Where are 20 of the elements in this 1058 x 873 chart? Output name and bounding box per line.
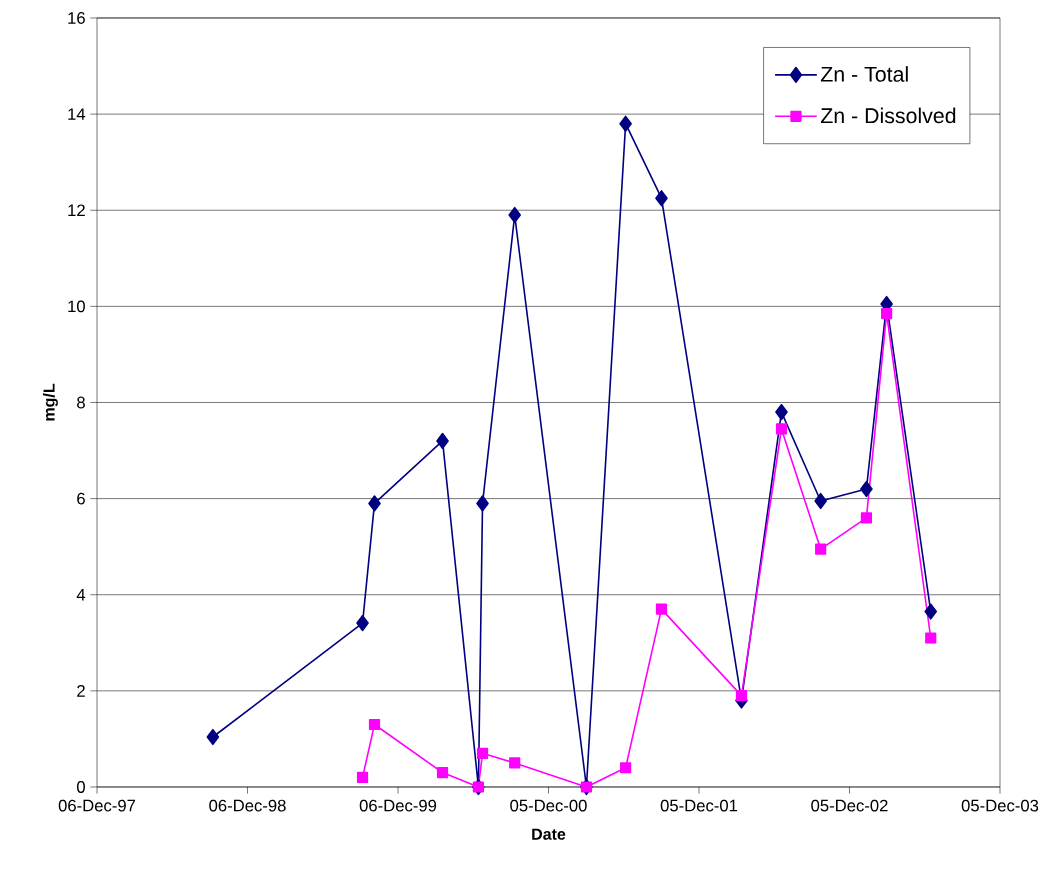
y-tick-label: 12 xyxy=(68,204,85,217)
y-axis-title: mg/L xyxy=(42,383,58,421)
x-tick-label: 05-Dec-00 xyxy=(510,799,587,812)
y-tick-label: 16 xyxy=(68,12,85,24)
y-tick-label: 4 xyxy=(76,589,86,601)
legend-label: Zn - Total xyxy=(820,66,908,82)
y-tick-label: 6 xyxy=(77,492,85,505)
legend-label: Zn - Dissolved xyxy=(820,107,956,124)
y-tick-label: 2 xyxy=(77,685,85,697)
x-tick-label: 06-Dec-97 xyxy=(58,799,136,812)
x-tick-label: 05-Dec-01 xyxy=(660,799,738,812)
y-tick-label: 8 xyxy=(77,396,85,409)
x-tick-label: 05-Dec-03 xyxy=(961,799,1039,812)
x-tick-label: 06-Dec-98 xyxy=(209,799,286,812)
y-tick-label: 10 xyxy=(68,300,85,313)
x-tick-label: 05-Dec-02 xyxy=(811,799,888,812)
y-tick-label: 0 xyxy=(77,781,85,793)
y-tick-label: 14 xyxy=(68,108,86,120)
x-tick-label: 06-Dec-99 xyxy=(359,799,437,812)
x-axis-title: Date xyxy=(532,828,566,840)
